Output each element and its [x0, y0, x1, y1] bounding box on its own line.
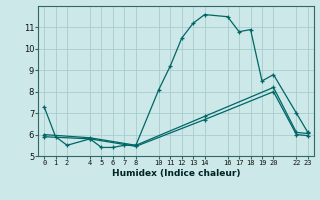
X-axis label: Humidex (Indice chaleur): Humidex (Indice chaleur) [112, 169, 240, 178]
